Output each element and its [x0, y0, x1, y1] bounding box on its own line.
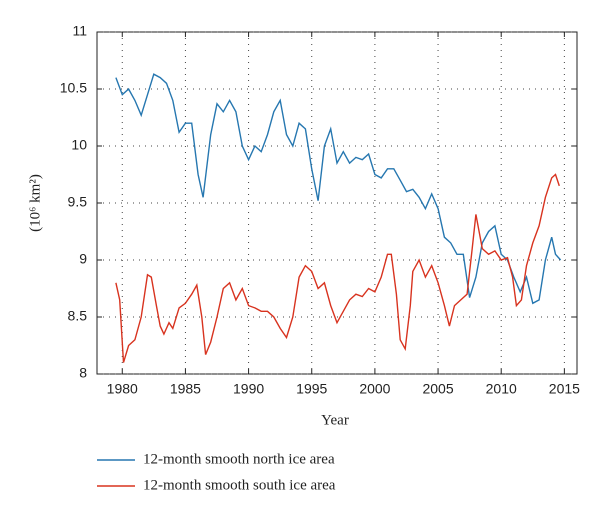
y-tick-label: 11: [72, 23, 87, 39]
x-tick-label: 1980: [107, 381, 138, 397]
legend-label: 12-month smooth north ice area: [143, 451, 335, 467]
x-tick-label: 1990: [233, 381, 264, 397]
x-tick-label: 1985: [170, 381, 201, 397]
series-line: [115, 73, 562, 305]
y-tick-label: 10.5: [60, 80, 87, 96]
x-tick-label: 2005: [422, 381, 453, 397]
x-axis-label: Year: [321, 412, 349, 428]
legend-label: 12-month smooth south ice area: [143, 477, 336, 493]
series-line: [115, 173, 560, 363]
x-tick-label: 2000: [359, 381, 390, 397]
y-tick-label: 9: [79, 251, 87, 267]
x-tick-label: 2010: [486, 381, 517, 397]
y-tick-label: 8.5: [68, 308, 88, 324]
x-tick-label: 1995: [296, 381, 327, 397]
y-axis-label: (10⁶ km²): [27, 174, 43, 232]
y-tick-label: 9.5: [68, 194, 88, 210]
x-tick-label: 2015: [549, 381, 580, 397]
y-tick-label: 8: [79, 365, 87, 381]
y-tick-label: 10: [71, 137, 87, 153]
